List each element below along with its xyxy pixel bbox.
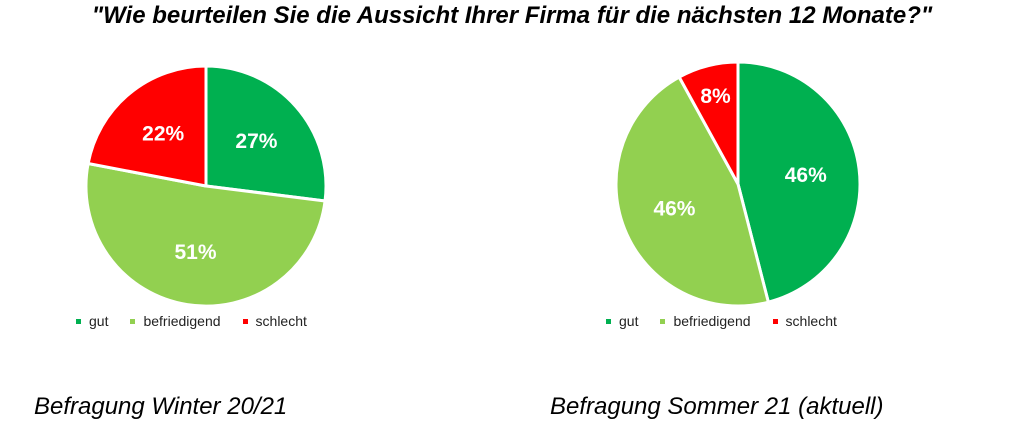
legend-label-befriedigend: befriedigend [143, 313, 221, 329]
legend-swatch-schlecht [242, 318, 248, 324]
legend-label-gut: gut [89, 313, 109, 329]
data-label-schlecht: 8% [700, 85, 731, 108]
pie-chart-winter: 27% 51% 22% [84, 64, 328, 308]
data-label-befriedigend: 46% [653, 198, 695, 221]
legend-label-schlecht: schlecht [255, 313, 307, 329]
legend-swatch-gut [76, 318, 81, 324]
legend-label-befriedigend: befriedigend [673, 313, 751, 329]
data-label-befriedigend: 51% [174, 241, 216, 264]
legend-item-gut: gut [606, 313, 638, 329]
legend-item-schlecht: schlecht [242, 313, 307, 329]
legend-item-befriedigend: befriedigend [130, 313, 221, 329]
legend-sommer: gut befriedigend schlecht [606, 313, 837, 329]
legend-swatch-befriedigend [660, 318, 666, 324]
legend-swatch-schlecht [772, 318, 778, 324]
pie-slice-befriedigend [84, 162, 327, 308]
legend-swatch-gut [606, 318, 611, 324]
pie-slice-schlecht [86, 64, 208, 188]
data-label-gut: 46% [785, 164, 827, 187]
legend-winter: gut befriedigend schlecht [76, 313, 307, 329]
data-label-schlecht: 22% [142, 123, 184, 146]
legend-item-gut: gut [76, 313, 108, 329]
pie-slice-befriedigend [614, 75, 770, 308]
caption-sommer: Befragung Sommer 21 (aktuell) [550, 393, 884, 420]
caption-winter: Befragung Winter 20/21 [34, 393, 288, 420]
data-label-gut: 27% [235, 130, 277, 153]
pie-slice-schlecht [677, 60, 740, 186]
legend-label-schlecht: schlecht [785, 313, 837, 329]
legend-label-gut: gut [619, 313, 639, 329]
pie-slice-gut [204, 64, 328, 203]
pie-slice-gut [736, 60, 862, 304]
legend-item-schlecht: schlecht [772, 313, 837, 329]
legend-swatch-befriedigend [130, 318, 136, 324]
chart-title: "Wie beurteilen Sie die Aussicht Ihrer F… [91, 2, 933, 29]
pie-chart-sommer: 46% 46% 8% [614, 60, 862, 308]
legend-item-befriedigend: befriedigend [660, 313, 751, 329]
